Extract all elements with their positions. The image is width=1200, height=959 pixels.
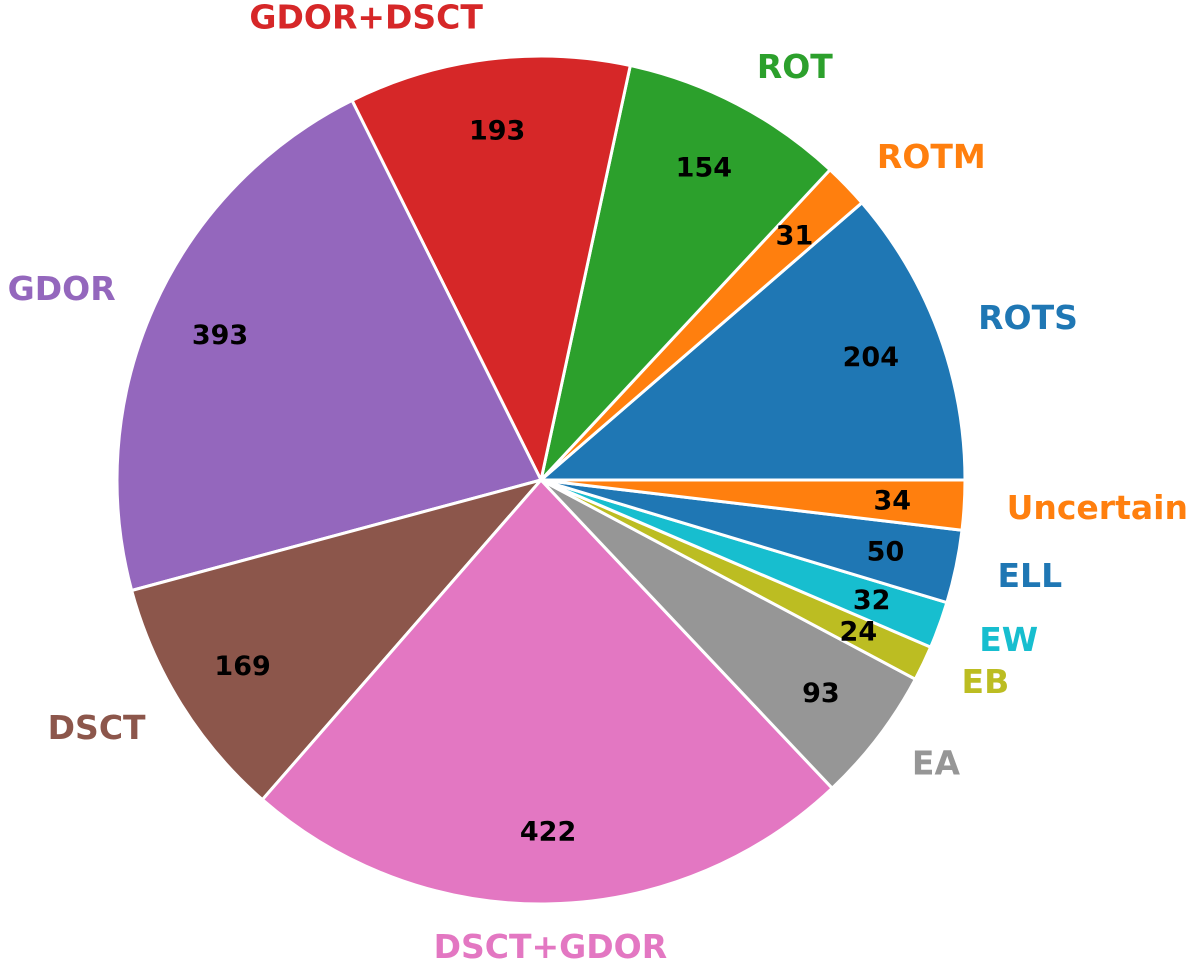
pie-value-label-gdor: 393: [192, 320, 248, 351]
pie-slice-dsct-gdor: [260, 478, 834, 906]
pie-value-label-ell: 50: [867, 537, 905, 568]
pie-value-label-eb: 24: [840, 617, 878, 648]
pie-category-labels: ROTS ROTM ROT GDOR+DSCT GDOR DSCT DSCT+GDOR EA E…: [8, 0, 1188, 959]
pie-value-label-rots: 204: [843, 342, 899, 373]
pie-slice-gdor: [115, 98, 543, 593]
pie-value-label-rot: 154: [676, 153, 732, 184]
pie-category-label-rotm: ROTM: [877, 137, 986, 176]
pie-category-label-ea: EA: [912, 743, 961, 782]
pie-value-label-ew: 32: [853, 585, 891, 616]
pie-value-label-rotm: 31: [776, 220, 814, 251]
pie-value-label-uncertain: 34: [874, 485, 912, 516]
pie-slice-uncertain: [539, 478, 967, 532]
pie-category-label-gdor-dsct: GDOR+DSCT: [249, 0, 483, 37]
pie-slice-dsct: [130, 478, 543, 802]
pie-slice-ea: [539, 478, 917, 790]
pie-category-label-ew: EW: [979, 620, 1038, 659]
pie-category-label-rot: ROT: [757, 47, 833, 86]
pie-slice-gdor-dsct: [350, 54, 632, 482]
pie-category-label-eb: EB: [962, 662, 1010, 701]
pie-value-label-dsct-gdor: 422: [520, 816, 576, 847]
pie-category-label-dsct-gdor: DSCT+GDOR: [434, 927, 667, 959]
pie-category-label-ell: ELL: [998, 556, 1063, 595]
pie-category-label-uncertain: Uncertain: [1007, 488, 1188, 527]
pie-value-label-ea: 93: [802, 678, 840, 709]
pie-value-label-dsct: 169: [214, 651, 270, 682]
pie-category-label-rots: ROTS: [978, 298, 1078, 337]
pie-category-label-dsct: DSCT: [48, 708, 146, 747]
pie-slice-rot: [539, 64, 832, 482]
pie-value-label-gdor-dsct: 193: [469, 115, 525, 146]
pie-slices: [115, 54, 967, 906]
pie-slice-rots: [539, 201, 967, 482]
pie-category-label-gdor: GDOR: [8, 269, 116, 308]
